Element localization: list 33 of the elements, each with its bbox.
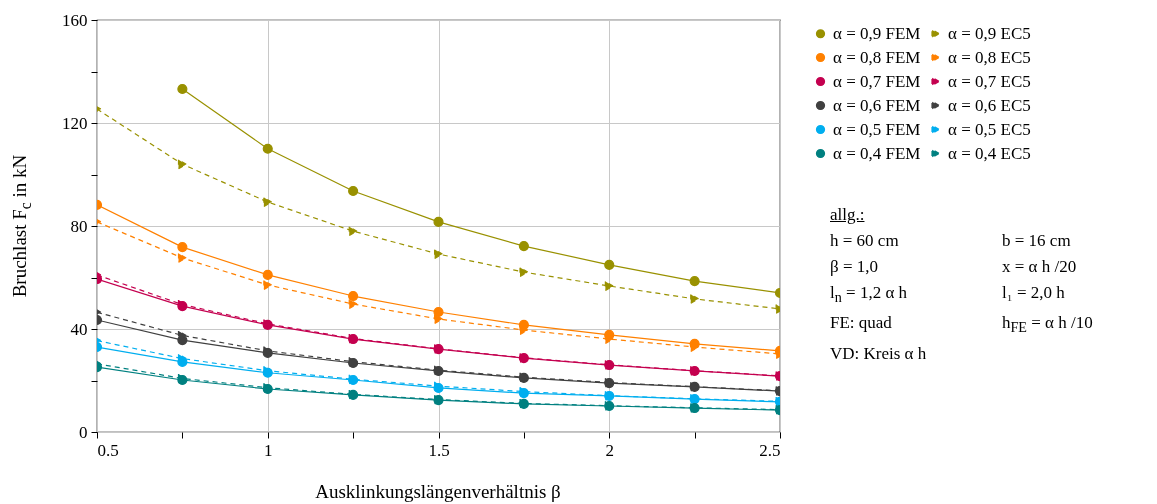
x-tick-label: 1.5	[428, 440, 450, 460]
legend-label: α = 0,6 FEM	[833, 95, 921, 115]
text: VD: Kreis α h	[830, 342, 928, 365]
text: b = 16 cm	[1002, 230, 1072, 252]
x-tick-label: 1	[264, 440, 273, 460]
y-tick-label: 80	[70, 216, 88, 236]
text: l$_{n}$ = 1,2 α h	[830, 282, 909, 308]
text: h = 60 cm	[830, 230, 900, 252]
x-axis-title: Ausklinkungslängenverhältnis β	[315, 481, 561, 503]
x-tick-label: 0.5	[97, 440, 119, 460]
legend-label: α = 0,4 FEM	[833, 143, 921, 163]
legend-label: α = 0,8 FEM	[833, 47, 921, 67]
legend-label: α = 0,5 FEM	[833, 119, 921, 139]
text: β = 1,0	[830, 256, 879, 278]
text: h$_{FE}$ = α h /10	[1002, 312, 1094, 338]
y-tick-label: 160	[62, 10, 88, 30]
legend-label: α = 0,5 EC5	[948, 119, 1031, 139]
text: FE: quad	[830, 312, 893, 335]
y-tick-label: 0	[79, 422, 88, 442]
y-tick-label: 120	[62, 113, 88, 133]
legend-label: α = 0,6 EC5	[948, 95, 1031, 115]
text: x = α h /20	[1002, 256, 1078, 278]
x-tick-label: 2	[605, 440, 614, 460]
legend-label: α = 0,9 EC5	[948, 23, 1031, 43]
x-tick-label: 2.5	[759, 440, 781, 460]
text: l₁ = 2,0 h	[1002, 282, 1066, 304]
legend-label: α = 0,9 FEM	[833, 23, 921, 43]
legend-label: α = 0,4 EC5	[948, 143, 1031, 163]
legend-label: α = 0,7 FEM	[833, 71, 921, 91]
y-tick-label: 40	[70, 319, 88, 339]
text: allg.:	[830, 204, 866, 226]
legend-label: α = 0,7 EC5	[948, 71, 1031, 91]
legend-label: α = 0,8 EC5	[948, 47, 1031, 67]
